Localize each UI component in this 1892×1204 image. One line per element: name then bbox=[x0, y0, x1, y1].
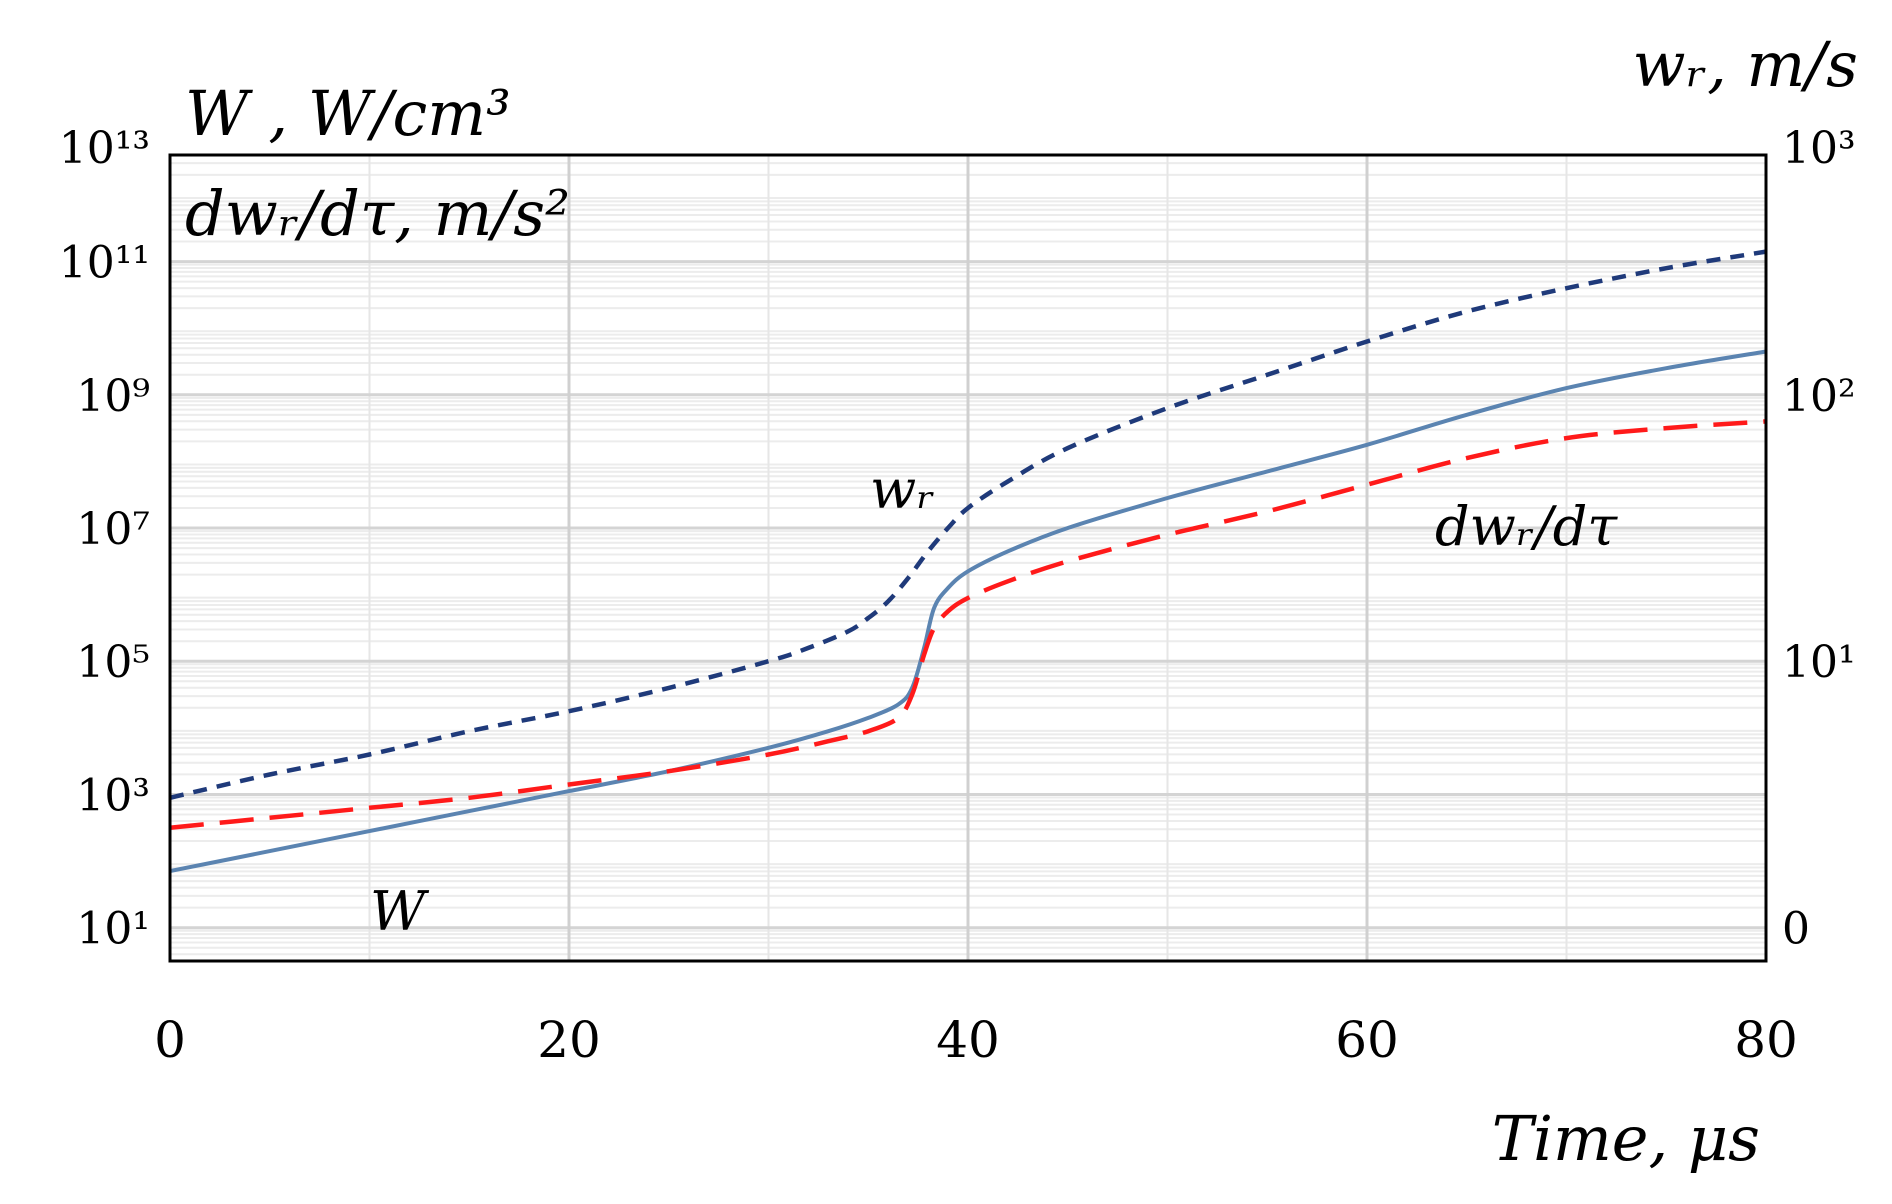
right-tick-label: 10¹ bbox=[1782, 637, 1856, 688]
x-tick-label: 80 bbox=[1734, 1011, 1798, 1069]
right-tick-labels: 0 10¹ 10² 10³ bbox=[1782, 123, 1856, 955]
x-tick-label: 60 bbox=[1335, 1011, 1399, 1069]
left-tick-label: 10³ bbox=[76, 770, 150, 821]
label-W: W bbox=[370, 880, 430, 943]
x-tick-label: 40 bbox=[936, 1011, 1000, 1069]
x-tick-label: 0 bbox=[154, 1011, 186, 1069]
plot-frame bbox=[168, 153, 1768, 963]
left-tick-label: 10¹ bbox=[76, 904, 150, 955]
right-tick-label: 0 bbox=[1782, 904, 1810, 955]
series-line-W bbox=[169, 349, 1767, 874]
series-line-wr bbox=[169, 249, 1767, 800]
left-tick-labels: 10¹ 10³ 10⁵ 10⁷ 10⁹ 10¹¹ 10¹³ bbox=[59, 123, 150, 955]
label-wr: wᵣ bbox=[870, 458, 935, 521]
series-layer bbox=[169, 249, 1767, 874]
y-left-title-2: dwᵣ/dτ, m/s² bbox=[185, 177, 570, 250]
left-tick-label: 10⁵ bbox=[76, 637, 150, 688]
x-tick-label: 20 bbox=[537, 1011, 601, 1069]
left-tick-label: 10⁹ bbox=[76, 371, 150, 422]
x-axis-title: Time, μs bbox=[1492, 1102, 1760, 1175]
label-dwr-dtau: dwᵣ/dτ bbox=[1435, 495, 1618, 558]
series-line-dwr-dtau bbox=[169, 419, 1767, 831]
right-tick-label: 10² bbox=[1782, 371, 1856, 422]
left-tick-label: 10⁷ bbox=[76, 504, 150, 555]
y-right-title: wᵣ, m/s bbox=[1632, 28, 1858, 101]
right-tick-label: 10³ bbox=[1782, 123, 1856, 174]
x-tick-labels: 0 20 40 60 80 bbox=[154, 1011, 1798, 1069]
left-tick-label: 10¹¹ bbox=[59, 238, 150, 289]
y-left-title-1: W , W/cm³ bbox=[185, 77, 511, 150]
major-grid bbox=[170, 155, 1766, 961]
left-tick-label: 10¹³ bbox=[59, 123, 150, 174]
